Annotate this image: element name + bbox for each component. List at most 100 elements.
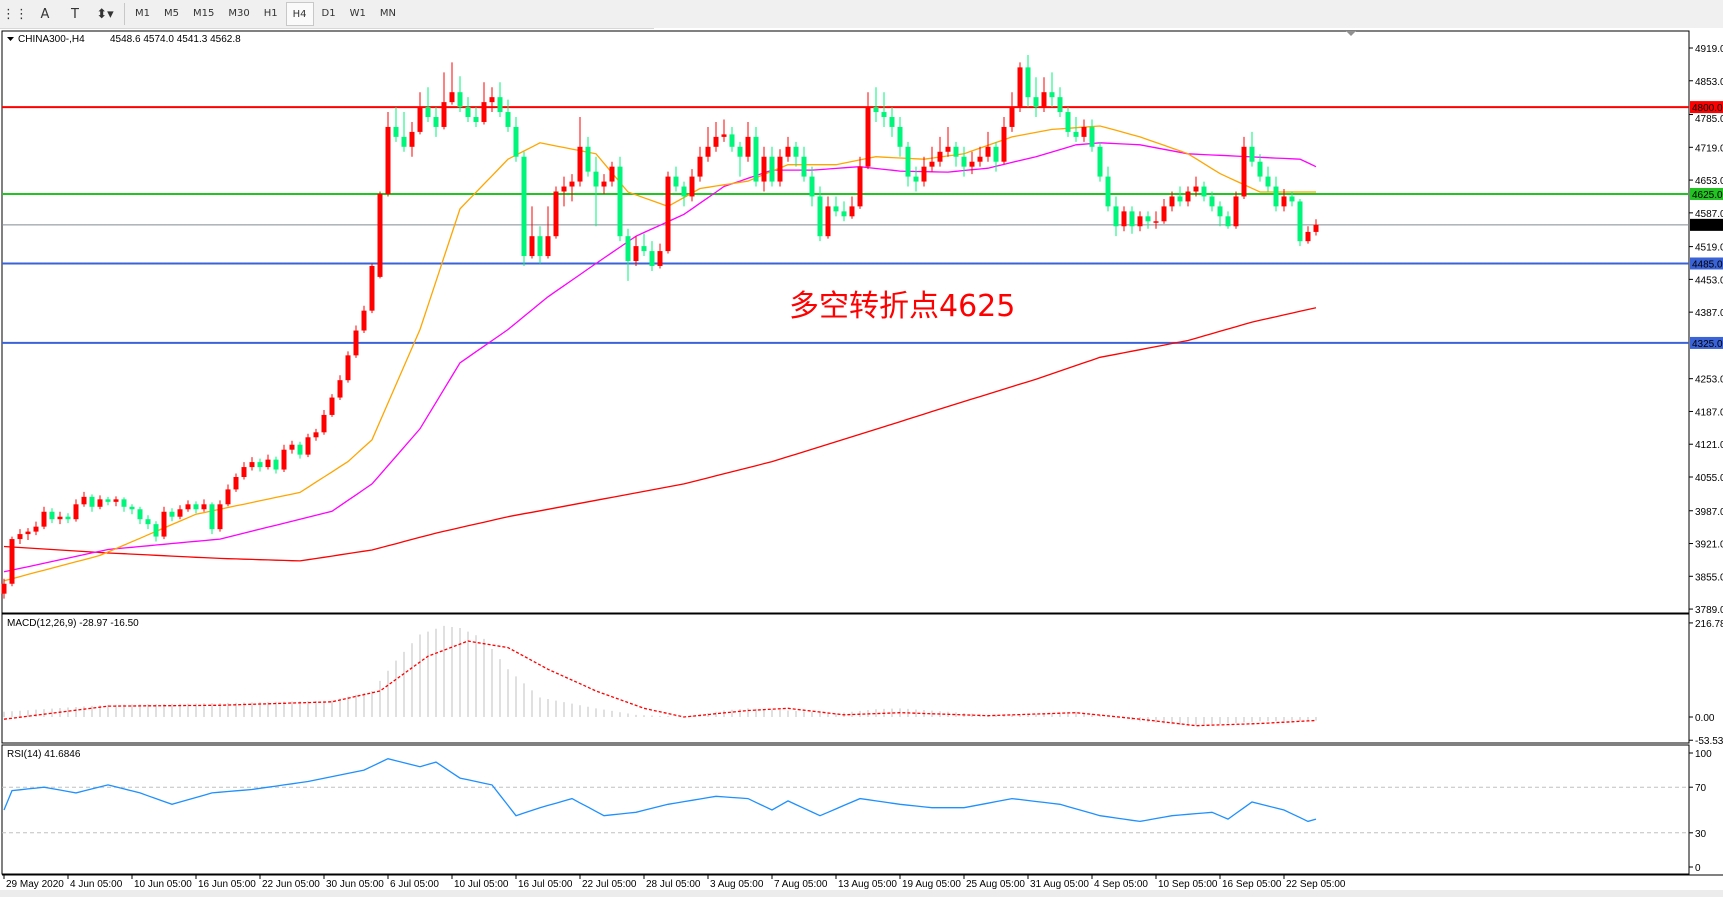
candle[interactable]: [209, 502, 215, 535]
candle[interactable]: [521, 151, 527, 266]
candle[interactable]: [201, 499, 207, 512]
text-label-icon[interactable]: T: [71, 6, 79, 22]
candle[interactable]: [321, 409, 327, 435]
candle[interactable]: [289, 440, 295, 454]
candle[interactable]: [17, 529, 23, 545]
candle[interactable]: [673, 166, 679, 192]
candle[interactable]: [353, 325, 359, 358]
candle[interactable]: [1057, 87, 1063, 118]
candle[interactable]: [1185, 186, 1191, 207]
candle[interactable]: [849, 196, 855, 219]
grid-icon[interactable]: ⋮⋮: [2, 6, 28, 22]
candle[interactable]: [97, 495, 103, 510]
candle[interactable]: [1289, 191, 1295, 207]
candle[interactable]: [385, 112, 391, 197]
candle[interactable]: [481, 82, 487, 125]
candle[interactable]: [1193, 176, 1199, 197]
candle[interactable]: [817, 186, 823, 242]
candle[interactable]: [657, 243, 663, 269]
candle[interactable]: [665, 171, 671, 254]
candle[interactable]: [65, 513, 71, 524]
candle[interactable]: [169, 508, 175, 522]
arrows-icon[interactable]: ⬍▾: [96, 6, 114, 22]
candle[interactable]: [217, 500, 223, 532]
candle[interactable]: [617, 156, 623, 242]
candle[interactable]: [345, 351, 351, 383]
candle[interactable]: [969, 151, 975, 175]
candle[interactable]: [73, 499, 79, 522]
candle[interactable]: [225, 484, 231, 507]
candle[interactable]: [497, 82, 503, 118]
candle[interactable]: [1137, 211, 1143, 232]
candle[interactable]: [913, 166, 919, 192]
candle[interactable]: [561, 176, 567, 207]
candle[interactable]: [769, 146, 775, 187]
candle[interactable]: [905, 141, 911, 187]
candle[interactable]: [1049, 72, 1055, 108]
candle[interactable]: [377, 191, 383, 279]
candle[interactable]: [1121, 206, 1127, 232]
candle[interactable]: [305, 433, 311, 458]
candle[interactable]: [1025, 54, 1031, 108]
candle[interactable]: [185, 500, 191, 512]
candle[interactable]: [457, 76, 463, 113]
candle[interactable]: [161, 506, 167, 540]
candle[interactable]: [1281, 189, 1287, 212]
candle[interactable]: [729, 126, 735, 152]
candle[interactable]: [1113, 196, 1119, 237]
candle[interactable]: [921, 156, 927, 187]
candle[interactable]: [177, 505, 183, 520]
candle[interactable]: [545, 206, 551, 259]
candle[interactable]: [601, 174, 607, 194]
candle[interactable]: [977, 146, 983, 167]
candle[interactable]: [49, 508, 55, 524]
candle[interactable]: [105, 496, 111, 506]
candle[interactable]: [9, 536, 15, 587]
candle[interactable]: [41, 506, 47, 530]
candle[interactable]: [713, 121, 719, 152]
candle[interactable]: [793, 141, 799, 167]
candle[interactable]: [241, 462, 247, 480]
collapse-triangle-icon[interactable]: [7, 37, 14, 41]
candle[interactable]: [641, 233, 647, 257]
timeframe-h4-button[interactable]: H4: [285, 2, 314, 26]
candle[interactable]: [809, 166, 815, 207]
timeframe-m15-button[interactable]: M15: [193, 7, 215, 19]
candle[interactable]: [1217, 201, 1223, 227]
candle[interactable]: [433, 107, 439, 137]
candle[interactable]: [449, 62, 455, 105]
candle[interactable]: [417, 92, 423, 135]
candle[interactable]: [1249, 131, 1255, 167]
candle[interactable]: [513, 117, 519, 162]
candle[interactable]: [697, 146, 703, 182]
candle[interactable]: [689, 169, 695, 202]
candle[interactable]: [1233, 191, 1239, 229]
candle[interactable]: [89, 494, 95, 512]
candle[interactable]: [737, 141, 743, 177]
candle[interactable]: [1033, 77, 1039, 118]
candle[interactable]: [297, 441, 303, 459]
candle[interactable]: [633, 236, 639, 266]
candle[interactable]: [1009, 92, 1015, 132]
candle[interactable]: [281, 444, 287, 473]
candle[interactable]: [777, 149, 783, 187]
candle[interactable]: [1, 578, 7, 599]
candle[interactable]: [361, 305, 367, 334]
candle[interactable]: [937, 136, 943, 167]
candle[interactable]: [889, 107, 895, 137]
candle[interactable]: [473, 107, 479, 127]
candle[interactable]: [553, 186, 559, 239]
candle[interactable]: [801, 146, 807, 182]
candle[interactable]: [537, 226, 543, 264]
candle[interactable]: [145, 515, 151, 530]
candle[interactable]: [873, 87, 879, 122]
candle[interactable]: [993, 141, 999, 172]
candle[interactable]: [337, 375, 343, 401]
candle[interactable]: [369, 263, 375, 314]
candle[interactable]: [113, 496, 119, 507]
candle[interactable]: [193, 501, 199, 514]
candle[interactable]: [1305, 226, 1311, 244]
candle[interactable]: [137, 506, 143, 525]
candle[interactable]: [489, 87, 495, 113]
candle[interactable]: [1169, 191, 1175, 212]
